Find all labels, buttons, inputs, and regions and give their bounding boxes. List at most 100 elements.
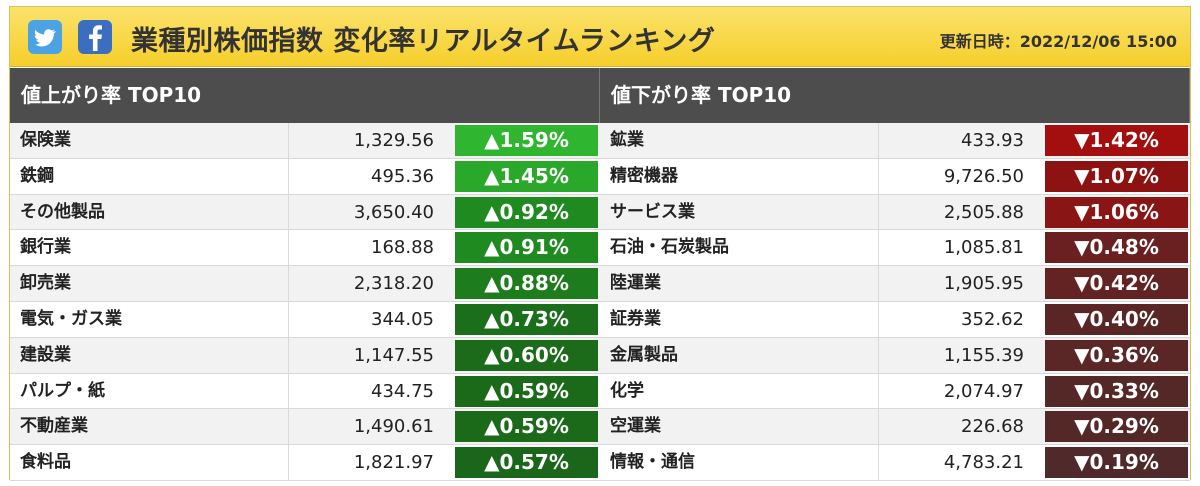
index-value: 168.88 [371,237,434,259]
sector-name: 鉱業 [610,130,644,150]
table-row[interactable]: 金属製品 1,155.39 ▼0.36% [600,337,1190,374]
index-value: 1,329.56 [353,130,434,151]
table-row[interactable]: 陸運業 1,905.95 ▼0.42% [600,266,1190,302]
column-divider [288,409,289,445]
change-rate-badge: ▼1.07% [1045,160,1188,192]
sector-name: 精密機器 [610,165,678,186]
column-divider [288,194,289,230]
column-divider [288,266,289,301]
index-value: 1,085.81 [943,237,1024,259]
table-row[interactable]: 鉱業 433.93 ▼1.42% [600,123,1190,159]
change-rate-badge: ▼1.06% [1045,196,1188,228]
change-rate-badge: ▲0.92% [455,196,598,228]
index-value: 4,783.21 [943,452,1024,474]
table-row[interactable]: 石油・石炭製品 1,085.81 ▼0.48% [600,230,1190,267]
index-value: 433.93 [961,130,1024,151]
change-rate-badge: ▲0.60% [455,339,598,371]
column-divider [288,158,289,194]
sector-name: サービス業 [610,201,695,222]
sector-name: 金属製品 [610,344,678,365]
table-row[interactable]: 鉄鋼 495.36 ▲1.45% [10,158,600,195]
change-rate-badge: ▼0.42% [1045,268,1188,300]
page-title: 業種別株価指数 変化率リアルタイムランキング [131,26,716,57]
table-row[interactable]: 銀行業 168.88 ▲0.91% [10,230,600,267]
change-rate-badge: ▲0.59% [455,411,598,443]
column-divider [878,373,879,409]
losers-heading: 値下がり率 TOP10 [600,68,1190,123]
column-divider [878,230,879,266]
sector-name: 銀行業 [20,237,71,258]
change-rate-badge: ▼0.40% [1045,303,1188,335]
sector-name: 鉄鋼 [20,165,54,186]
index-value: 2,505.88 [943,201,1024,223]
table-row[interactable]: 化学 2,074.97 ▼0.33% [600,373,1190,410]
table-row[interactable]: 建設業 1,147.55 ▲0.60% [10,337,600,374]
table-row[interactable]: 卸売業 2,318.20 ▲0.88% [10,266,600,302]
change-rate-badge: ▼0.19% [1045,447,1188,479]
change-rate-badge: ▲1.45% [455,160,598,192]
index-value: 1,905.95 [943,273,1024,295]
column-divider [288,123,289,158]
sector-name: その他製品 [20,201,105,222]
column-divider [288,230,289,266]
table-row[interactable]: 食料品 1,821.97 ▲0.57% [10,445,600,481]
sector-name: 保険業 [20,130,71,150]
sector-name: 化学 [610,380,644,401]
change-rate-badge: ▲1.59% [455,125,598,156]
twitter-icon [34,29,56,47]
sector-name: 証券業 [610,308,661,329]
sector-name: 陸運業 [610,273,661,294]
sector-name: 食料品 [20,452,71,473]
column-divider [878,409,879,445]
change-rate-badge: ▲0.57% [455,447,598,479]
table-row[interactable]: 空運業 226.68 ▼0.29% [600,409,1190,446]
sector-name: 石油・石炭製品 [610,237,729,258]
table-row[interactable]: その他製品 3,650.40 ▲0.92% [10,194,600,231]
index-value: 1,490.61 [353,416,434,438]
gainers-panel: 値上がり率 TOP10 保険業 1,329.56 ▲1.59% 鉄鋼 495.36 ▲1.… [10,68,600,481]
change-rate-badge: ▲0.91% [455,232,598,264]
table-row[interactable]: サービス業 2,505.88 ▼1.06% [600,194,1190,231]
column-divider [288,301,289,337]
facebook-share-button[interactable] [78,20,112,54]
sector-name: 空運業 [610,416,661,437]
index-value: 9,726.50 [943,165,1024,187]
column-divider [288,337,289,373]
table-row[interactable]: 保険業 1,329.56 ▲1.59% [10,123,600,159]
column-divider [878,158,879,194]
sector-name: パルプ・紙 [20,380,105,401]
title-bar: 業種別株価指数 変化率リアルタイムランキング 更新日時：2022/12/06 1… [10,7,1190,67]
column-divider [288,373,289,409]
index-value: 434.75 [371,380,434,402]
sector-name: 情報・通信 [610,452,695,473]
table-row[interactable]: 不動産業 1,490.61 ▲0.59% [10,409,600,446]
gainers-list: 保険業 1,329.56 ▲1.59% 鉄鋼 495.36 ▲1.45% その他製品 3,65… [10,123,600,481]
change-rate-badge: ▲0.88% [455,268,598,300]
column-divider [878,123,879,158]
table-row[interactable]: 証券業 352.62 ▼0.40% [600,301,1190,338]
index-value: 2,074.97 [943,380,1024,402]
column-divider [878,301,879,337]
sector-name: 電気・ガス業 [20,308,122,329]
losers-panel: 値下がり率 TOP10 鉱業 433.93 ▼1.42% 精密機器 9,726.50 ▼1… [600,68,1190,481]
table-row[interactable]: パルプ・紙 434.75 ▲0.59% [10,373,600,410]
table-row[interactable]: 精密機器 9,726.50 ▼1.07% [600,158,1190,195]
sector-name: 不動産業 [20,416,88,437]
twitter-share-button[interactable] [28,20,62,54]
change-rate-badge: ▼1.42% [1045,125,1188,156]
sector-name: 卸売業 [20,273,71,294]
column-divider [878,266,879,301]
index-value: 352.62 [961,308,1024,330]
table-row[interactable]: 情報・通信 4,783.21 ▼0.19% [600,445,1190,481]
index-value: 344.05 [371,308,434,330]
index-value: 3,650.40 [353,201,434,223]
ranking-widget: 業種別株価指数 変化率リアルタイムランキング 更新日時：2022/12/06 1… [9,6,1191,481]
column-divider [288,445,289,480]
index-value: 1,821.97 [353,452,434,474]
table-row[interactable]: 電気・ガス業 344.05 ▲0.73% [10,301,600,338]
change-rate-badge: ▼0.36% [1045,339,1188,371]
update-timestamp: 更新日時：2022/12/06 15:00 [939,32,1177,51]
change-rate-badge: ▼0.48% [1045,232,1188,264]
change-rate-badge: ▲0.59% [455,375,598,407]
change-rate-badge: ▼0.33% [1045,375,1188,407]
